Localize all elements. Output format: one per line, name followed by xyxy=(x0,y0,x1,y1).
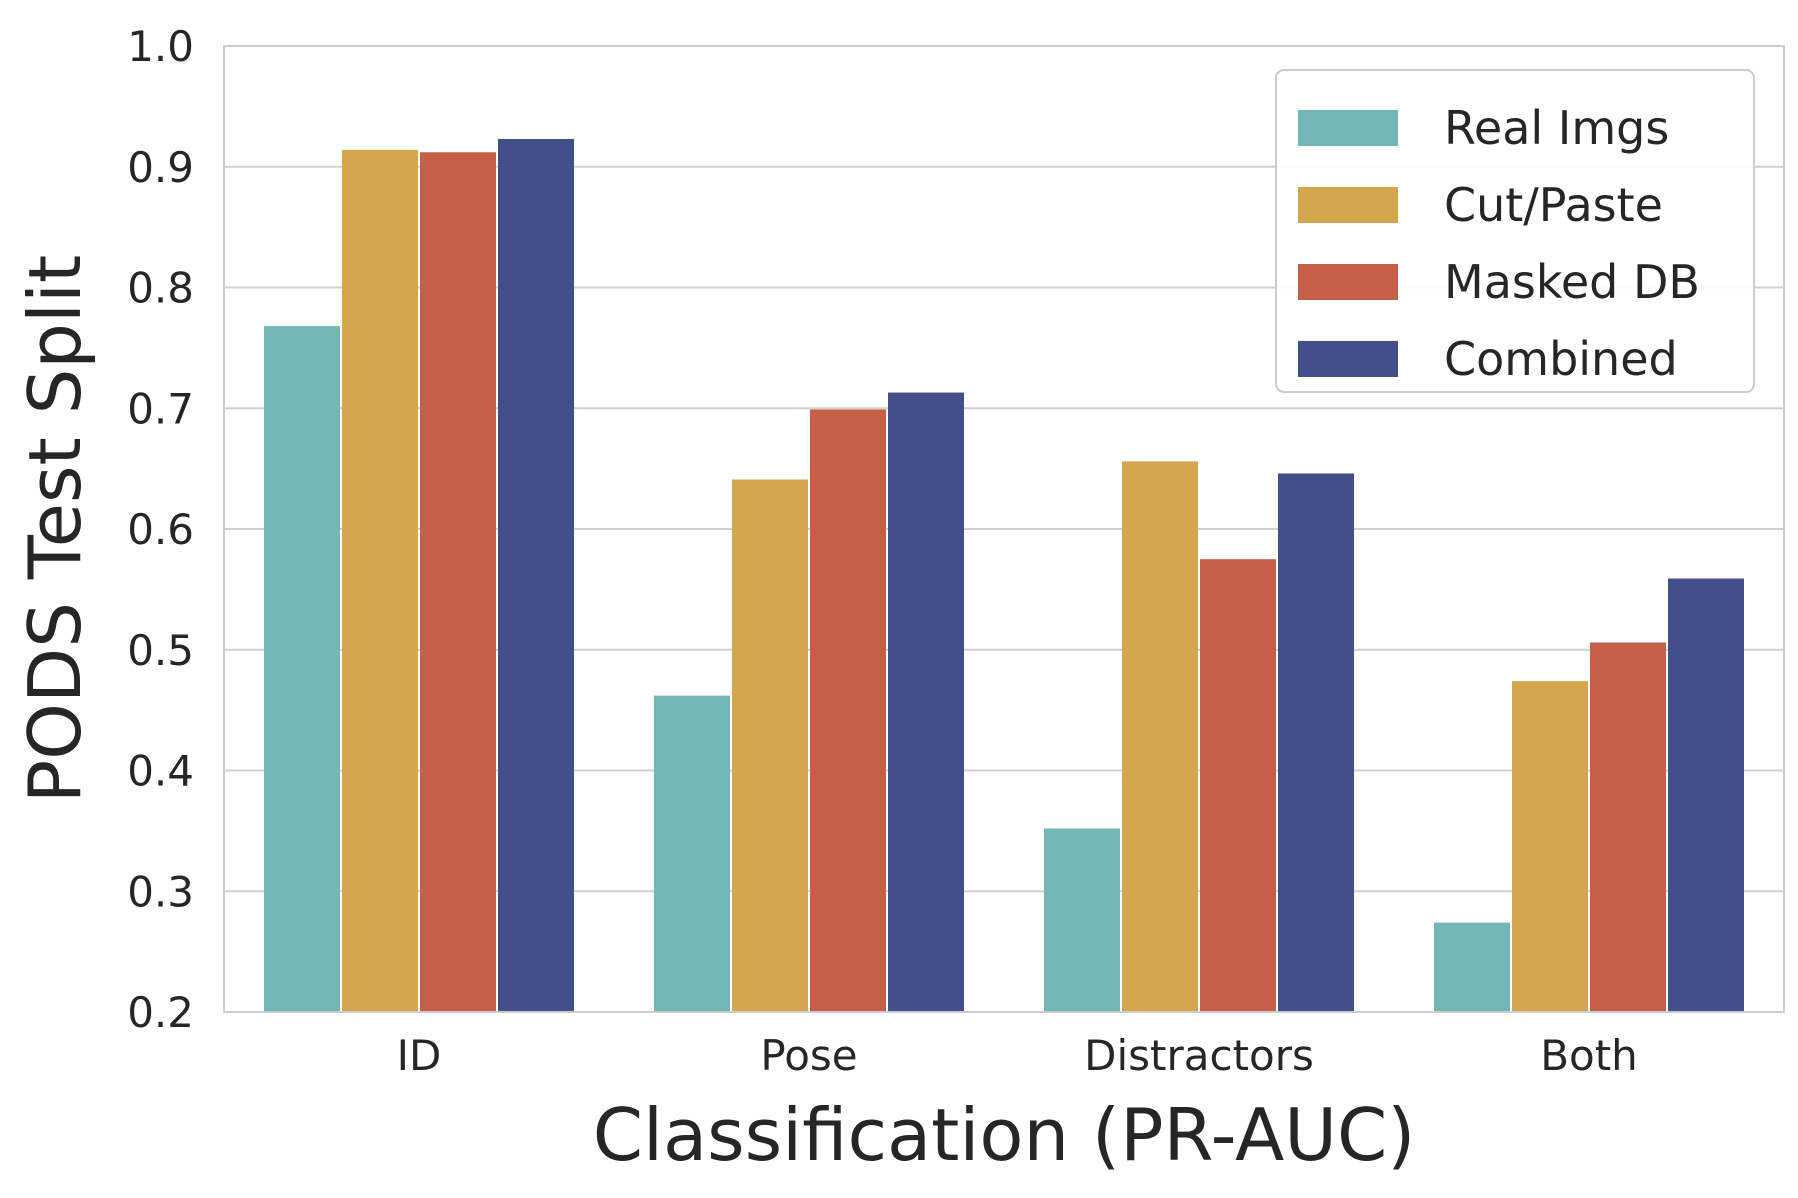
bar xyxy=(732,479,808,1012)
y-tick-labels: 0.2 0.3 0.4 0.5 0.6 0.7 0.8 0.9 1.0 xyxy=(127,22,194,1037)
y-tick-label: 0.9 xyxy=(127,143,194,192)
legend-swatch xyxy=(1298,187,1398,223)
bar xyxy=(342,149,418,1013)
x-tick-label: Distractors xyxy=(1084,1031,1314,1080)
legend-label: Cut/Paste xyxy=(1444,178,1663,232)
y-tick-label: 0.7 xyxy=(127,384,194,433)
legend-label: Combined xyxy=(1444,332,1678,386)
x-tick-labels: ID Pose Distractors Both xyxy=(397,1031,1638,1080)
y-tick-label: 0.8 xyxy=(127,264,194,313)
x-axis-title: Classification (PR-AUC) xyxy=(593,1093,1416,1177)
y-tick-label: 0.2 xyxy=(127,988,194,1037)
bar xyxy=(1044,828,1120,1012)
plot-frame xyxy=(223,45,1785,1013)
bar xyxy=(420,152,496,1012)
bar xyxy=(1590,642,1666,1012)
bar xyxy=(1122,461,1198,1012)
y-tick-label: 0.4 xyxy=(127,747,194,796)
x-tick-label: Both xyxy=(1540,1031,1638,1080)
legend-swatch xyxy=(1298,110,1398,146)
legend-swatch xyxy=(1298,264,1398,300)
x-tick-label: ID xyxy=(397,1031,442,1080)
legend-label: Masked DB xyxy=(1444,255,1700,309)
legend-swatch xyxy=(1298,341,1398,377)
bar xyxy=(264,326,340,1012)
legend-label: Real Imgs xyxy=(1444,101,1669,155)
bar xyxy=(1512,681,1588,1012)
bar xyxy=(1200,559,1276,1012)
x-tick-label: Pose xyxy=(760,1031,857,1080)
bar xyxy=(1434,922,1510,1012)
bar xyxy=(654,695,730,1012)
bar xyxy=(1278,473,1354,1013)
y-axis-title: PODS Test Split xyxy=(13,255,97,803)
bar xyxy=(810,409,886,1012)
legend-box xyxy=(1275,69,1755,393)
bars xyxy=(264,138,1744,1013)
y-tick-label: 0.5 xyxy=(127,626,194,675)
bar xyxy=(888,392,964,1012)
y-tick-label: 1.0 xyxy=(127,22,194,71)
bar xyxy=(1668,578,1744,1012)
y-tick-label: 0.6 xyxy=(127,505,194,554)
legend: Real Imgs Cut/Paste Masked DB Combined xyxy=(1275,69,1755,393)
bar xyxy=(498,138,574,1013)
y-tick-label: 0.3 xyxy=(127,867,194,916)
